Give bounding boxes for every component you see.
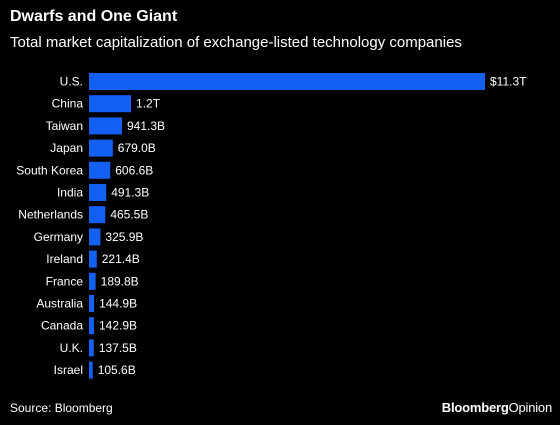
category-label: Netherlands — [18, 208, 83, 222]
data-label: 606.6B — [115, 163, 153, 177]
bar — [89, 317, 95, 335]
data-label: 465.5B — [110, 208, 148, 222]
bar — [89, 184, 107, 201]
data-label: 105.6B — [98, 363, 136, 377]
source-note: Source: Bloomberg — [10, 401, 113, 415]
bar — [89, 250, 97, 268]
category-label: Germany — [34, 230, 83, 244]
chart-title: Dwarfs and One Giant — [10, 8, 178, 25]
category-label: India — [57, 186, 83, 200]
data-label: 144.9B — [99, 297, 137, 311]
category-label: France — [46, 274, 84, 288]
category-label: South Korea — [16, 163, 83, 177]
data-label: 137.5B — [99, 341, 137, 355]
bloomberg-opinion-logo: BloombergOpinion — [442, 400, 552, 415]
bar — [89, 272, 96, 290]
bar — [89, 95, 132, 113]
category-label: Ireland — [46, 252, 83, 266]
data-label: 221.4B — [102, 252, 140, 266]
bar — [89, 361, 93, 379]
bar — [89, 139, 113, 157]
bar — [89, 228, 101, 246]
bar — [89, 295, 95, 312]
bar — [89, 73, 485, 90]
bar — [89, 206, 106, 224]
category-label: U.K. — [60, 341, 83, 355]
brand-secondary: Opinion — [508, 400, 553, 415]
bar — [89, 339, 94, 357]
category-label: Japan — [50, 141, 83, 155]
brand-primary: Bloomberg — [441, 400, 509, 415]
data-label: 941.3B — [127, 119, 165, 133]
chart-subtitle: Total market capitalization of exchange-… — [10, 34, 462, 51]
data-label: 1.2T — [136, 97, 161, 111]
category-label: Israel — [54, 363, 83, 377]
data-label: 679.0B — [118, 141, 156, 155]
category-label: Canada — [41, 319, 83, 333]
category-label: U.S. — [60, 75, 83, 89]
bar — [89, 117, 122, 135]
data-label: 189.8B — [101, 274, 139, 288]
category-label: Australia — [36, 297, 83, 311]
category-label: China — [52, 97, 84, 111]
data-label: $11.3T — [490, 75, 527, 89]
data-label: 325.9B — [105, 230, 143, 244]
category-label: Taiwan — [46, 119, 83, 133]
bar — [89, 161, 111, 179]
data-label: 142.9B — [99, 319, 137, 333]
data-label: 491.3B — [111, 186, 149, 200]
